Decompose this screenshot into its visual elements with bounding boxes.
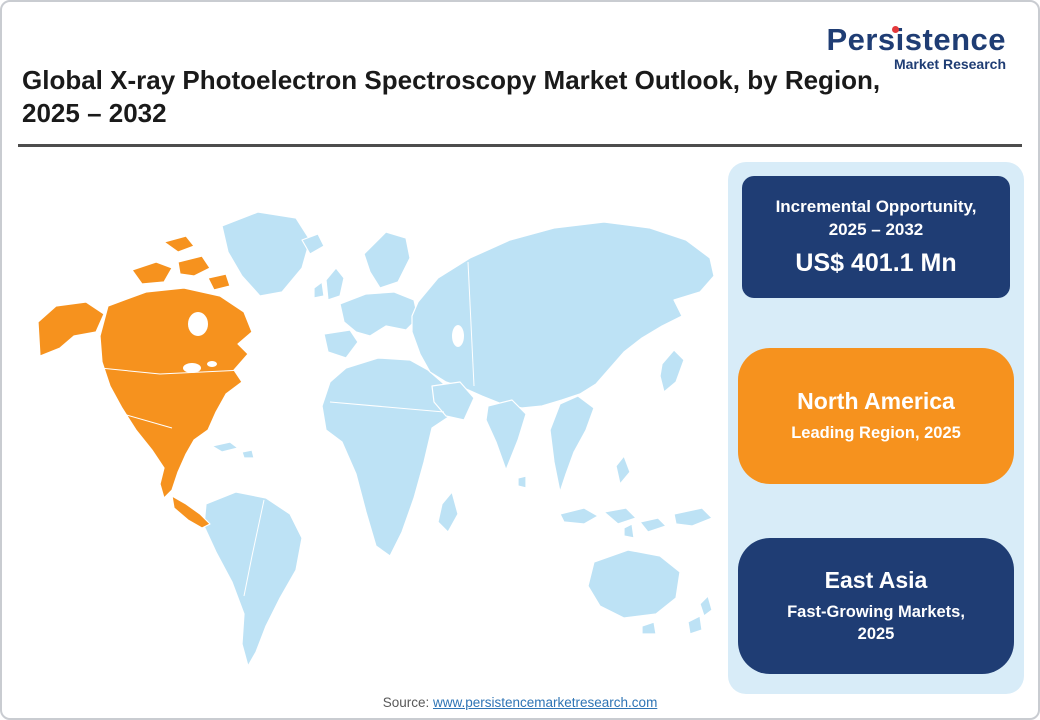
fast-growing-card: East Asia Fast-Growing Markets, 2025	[738, 538, 1014, 674]
region-indochina	[549, 395, 595, 493]
water-bodies	[183, 312, 464, 373]
page-title-line1: Global X-ray Photoelectron Spectroscopy …	[22, 65, 881, 95]
country-borders	[99, 261, 475, 597]
region-na-mainland	[99, 287, 253, 499]
region-north-america	[37, 235, 253, 529]
fast-growing-subtitle: Fast-Growing Markets, 2025	[787, 602, 965, 643]
island-borneo	[603, 507, 637, 525]
region-arctic-island-1	[131, 261, 173, 285]
brand-tagline: Market Research	[893, 56, 1006, 72]
leading-region-subtitle: Leading Region, 2025	[791, 423, 961, 442]
world-map-area	[12, 174, 724, 690]
title-divider	[18, 144, 1022, 147]
island-sumatra	[559, 507, 599, 525]
island-srilanka	[517, 475, 527, 489]
brand-logo: Persistence Market Research	[826, 24, 1006, 72]
source-line: Source: www.persistencemarketresearch.co…	[2, 695, 1038, 710]
island-java	[639, 517, 667, 533]
great-lakes-east	[207, 361, 217, 367]
island-iceland	[301, 233, 325, 255]
brand-name: Persistence	[826, 24, 1006, 55]
region-arctic-island-4	[207, 273, 231, 291]
island-nz-south	[687, 615, 703, 635]
island-japan	[659, 349, 685, 393]
region-iberia	[323, 329, 359, 359]
incremental-opportunity-card: Incremental Opportunity, 2025 – 2032 US$…	[742, 176, 1010, 298]
continent-australia	[587, 549, 681, 619]
great-lakes	[183, 363, 201, 373]
continent-europe	[339, 291, 419, 337]
caspian-sea	[452, 325, 464, 347]
source-link[interactable]: www.persistencemarketresearch.com	[432, 695, 658, 710]
stats-panel: Incremental Opportunity, 2025 – 2032 US$…	[728, 162, 1024, 694]
region-arctic-island-3	[163, 235, 195, 253]
continent-greenland	[221, 211, 311, 297]
island-uk	[325, 267, 345, 301]
island-cuba	[211, 441, 239, 453]
page-title-line2: 2025 – 2032	[22, 97, 167, 128]
continent-asia	[411, 221, 715, 409]
island-sulawesi	[623, 523, 635, 539]
continent-south-america	[203, 491, 303, 667]
island-nz-north	[699, 595, 713, 617]
leading-region-title: North America	[797, 388, 955, 415]
border-sahara	[329, 401, 445, 413]
page-title: Global X-ray Photoelectron Spectroscopy …	[22, 64, 1002, 129]
island-hispaniola	[241, 449, 255, 459]
incremental-label-line1: Incremental Opportunity,	[775, 196, 977, 216]
source-label: Source:	[382, 695, 430, 710]
world-landmass	[203, 211, 715, 667]
region-arctic-island-2	[177, 255, 211, 277]
border-south-america	[243, 499, 265, 597]
island-ireland	[313, 281, 325, 299]
brand-red-dot-icon	[892, 26, 900, 33]
region-central-america	[171, 495, 211, 529]
hudson-bay	[188, 312, 208, 336]
region-india	[485, 399, 527, 471]
island-new-guinea	[673, 507, 713, 527]
region-alaska	[37, 301, 105, 357]
region-arabia	[431, 381, 475, 421]
world-map	[37, 211, 715, 667]
island-philippines	[615, 455, 631, 485]
region-scandinavia	[363, 231, 411, 289]
brand-name-text: Persistence	[826, 22, 1006, 57]
border-ural	[467, 261, 475, 387]
island-tasmania	[641, 621, 657, 635]
border-us-mexico	[115, 411, 173, 429]
border-us-canada	[99, 367, 245, 375]
leading-region-card: North America Leading Region, 2025	[738, 348, 1014, 484]
fast-growing-title: East Asia	[824, 566, 928, 593]
island-madagascar	[437, 491, 459, 533]
incremental-label-line2: 2025 – 2032	[828, 219, 924, 239]
incremental-value: US$ 401.1 Mn	[795, 249, 957, 278]
